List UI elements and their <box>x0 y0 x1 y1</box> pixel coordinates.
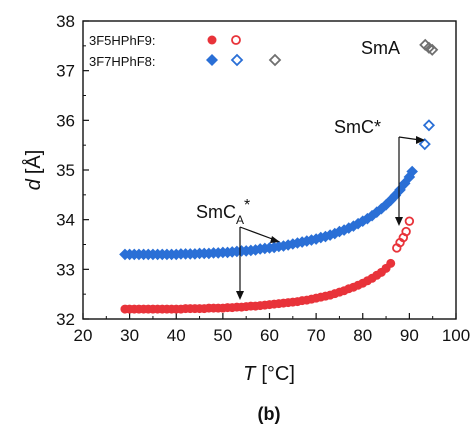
series-1-point-58 <box>389 189 402 202</box>
x-tick-label-0: 20 <box>74 326 93 345</box>
sma-label: SmA <box>361 38 400 58</box>
x-tick-label-4: 60 <box>260 326 279 345</box>
y-tick-label-5: 37 <box>56 62 75 81</box>
smca-label: SmCA* <box>196 197 250 227</box>
smc-arrowhead-right <box>416 136 425 144</box>
series-1-point-45 <box>328 227 341 240</box>
y-tick-label-2: 34 <box>56 211 75 230</box>
legend-marker-sma-open <box>268 53 282 67</box>
x-tick-label-3: 50 <box>213 326 232 345</box>
tick-layer: 20 30 40 50 60 70 80 90 100 32 33 34 35 36 37 38 <box>56 12 470 345</box>
x-axis-title: T [°C] <box>243 363 295 385</box>
series-1-point-54 <box>370 206 383 219</box>
series-1-open-point-1 <box>422 119 436 132</box>
panel-label: (b) <box>258 404 281 424</box>
y-tick-label-0: 32 <box>56 310 75 329</box>
y-tick-label-1: 33 <box>56 260 75 279</box>
x-tick-label-6: 80 <box>353 326 372 345</box>
legend-marker-3f7-filled <box>206 54 218 66</box>
series-0-point-57 <box>386 258 396 268</box>
legend: 3F5HPhF9: 3F7HPhF8: <box>89 33 282 69</box>
series-1-open-point-0 <box>418 138 431 151</box>
series-1-point-52 <box>361 212 374 225</box>
series-1-point-43 <box>319 230 332 243</box>
y-axis-title: d[Å] <box>22 150 45 191</box>
legend-label-3f5hphf9: 3F5HPhF9: <box>89 33 155 48</box>
series-1-point-41 <box>310 233 322 245</box>
series-0-open-point-4 <box>404 216 415 226</box>
series-1-point-49 <box>347 220 360 232</box>
series-1-point-50 <box>352 217 364 230</box>
x-tick-label-1: 30 <box>120 326 139 345</box>
phase-arrows <box>239 136 421 296</box>
series-1-point-44 <box>324 229 336 241</box>
series-1-point-48 <box>342 222 355 234</box>
x-tick-label-7: 90 <box>400 326 419 345</box>
x-tick-label-2: 40 <box>167 326 186 345</box>
smca-arrow-branch <box>239 226 276 241</box>
phase-arrowheads <box>236 136 425 300</box>
data-layer <box>119 38 439 314</box>
y-tick-label-4: 36 <box>56 111 75 130</box>
series-1-point-61 <box>403 171 416 183</box>
smc-label: SmC* <box>334 117 381 137</box>
series-1-point-62 <box>406 165 418 178</box>
plot-frame <box>82 20 457 320</box>
legend-marker-3f7-open <box>230 53 244 67</box>
smca-arrowhead-down <box>236 291 244 300</box>
smca-arrowhead-right <box>270 236 280 243</box>
series-1-point-60 <box>398 177 411 190</box>
series-2-open-point-2 <box>426 43 439 56</box>
y-tick-label-3: 35 <box>56 161 75 180</box>
series-1-point-55 <box>375 202 388 215</box>
legend-marker-3f5-open <box>231 35 241 45</box>
legend-marker-3f5-filled <box>207 35 217 45</box>
y-tick-label-6: 38 <box>56 12 75 31</box>
x-tick-label-8: 100 <box>442 326 470 345</box>
series-1-point-47 <box>338 224 350 236</box>
smc-arrowhead-down <box>395 217 403 226</box>
legend-label-3f7hphf8: 3F7HPhF8: <box>89 54 155 69</box>
series-1-point-59 <box>394 184 406 196</box>
x-tick-label-5: 70 <box>307 326 326 345</box>
series-0-open-point-3 <box>401 226 411 237</box>
